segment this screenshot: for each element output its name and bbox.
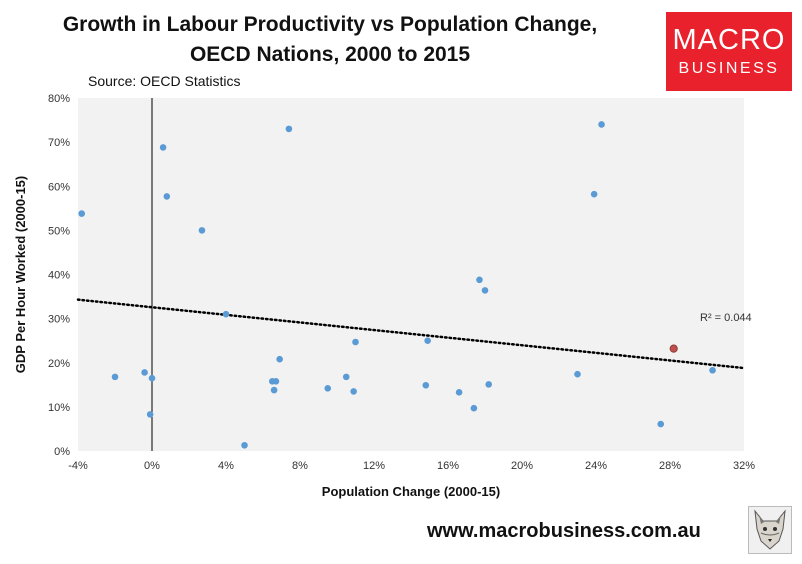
wolf-icon-graphic: [754, 509, 786, 550]
y-tick-label: 60%: [48, 181, 70, 193]
x-tick-label: 32%: [733, 460, 755, 472]
y-tick-label: 10%: [48, 402, 70, 414]
macrobusiness-logo: MACRO BUSINESS: [666, 12, 792, 91]
data-point: [241, 441, 248, 449]
data-point: [324, 385, 332, 392]
y-tick-label: 30%: [48, 314, 70, 326]
x-tick-label: 12%: [363, 460, 385, 472]
data-point: [481, 287, 489, 294]
data-points: [78, 121, 716, 449]
x-axis-label: Population Change (2000-15): [322, 484, 500, 499]
chart-title: Growth in Labour Productivity vs Populat…: [30, 10, 630, 70]
data-point: [222, 310, 230, 318]
source-label: Source: OECD Statistics: [88, 73, 241, 89]
x-tick-label: 4%: [218, 460, 234, 472]
data-point: [424, 337, 431, 344]
logo-line1: MACRO: [672, 24, 786, 56]
y-tick-label: 40%: [48, 270, 70, 282]
x-tick-label: 8%: [292, 460, 308, 472]
x-tick-label: -4%: [68, 460, 88, 472]
y-tick-label: 70%: [48, 137, 70, 149]
data-point: [470, 404, 478, 412]
logo-line2: BUSINESS: [678, 60, 780, 77]
y-axis-label: GDP Per Hour Worked (2000-15): [13, 176, 28, 373]
chart-title-line1: Growth in Labour Productivity vs Populat…: [62, 13, 598, 36]
x-tick-label: 16%: [437, 460, 459, 472]
data-point: [455, 389, 463, 396]
data-point: [198, 227, 206, 234]
wolf-icon: [748, 506, 792, 554]
data-point: [352, 338, 359, 346]
data-point: [342, 373, 350, 381]
data-point: [111, 373, 119, 381]
y-tick-label: 80%: [48, 93, 70, 105]
data-point: [657, 420, 665, 428]
data-point: [350, 388, 357, 395]
data-point: [285, 125, 293, 133]
data-point: [159, 144, 167, 151]
footer-url: www.macrobusiness.com.au: [427, 520, 701, 542]
data-point: [270, 386, 278, 394]
data-point: [476, 276, 483, 284]
x-tick-label: 20%: [511, 460, 533, 472]
data-point: [598, 121, 605, 128]
data-point: [78, 210, 85, 217]
trendline: [76, 298, 746, 370]
data-point: [272, 377, 280, 385]
y-tick-label: 50%: [48, 225, 70, 237]
data-point: [709, 366, 716, 374]
data-point: [276, 355, 283, 363]
data-point: [146, 411, 154, 418]
chart-title-line2: OECD Nations, 2000 to 2015: [189, 43, 471, 66]
data-point: [163, 193, 171, 200]
data-point-highlighted: [669, 344, 678, 353]
y-tick-label: 20%: [48, 358, 70, 370]
plot-area: [78, 98, 744, 451]
x-tick-label: 0%: [144, 460, 160, 472]
x-tick-label: 24%: [585, 460, 607, 472]
data-point: [485, 381, 493, 388]
y-axis-ticks: 0% 10% 20% 30% 40% 50% 60% 70% 80%: [48, 93, 70, 458]
x-tick-label: 28%: [659, 460, 681, 472]
data-point: [422, 381, 430, 389]
r-squared-label: R² = 0.044: [700, 312, 752, 324]
x-axis-ticks: -4% 0% 4% 8% 12% 16% 20% 24% 28% 32%: [68, 460, 755, 472]
data-point: [574, 370, 581, 378]
data-point: [148, 374, 156, 382]
data-point: [590, 190, 598, 198]
y-tick-label: 0%: [54, 446, 70, 458]
data-point: [141, 369, 148, 376]
